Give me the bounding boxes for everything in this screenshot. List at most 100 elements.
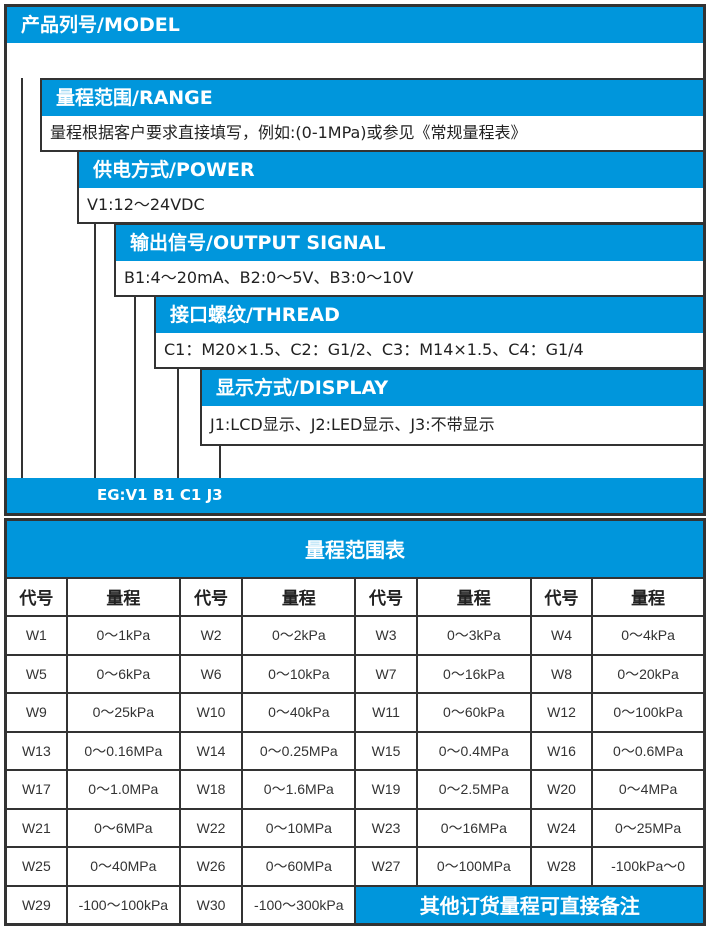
code-cell: W13 <box>4 730 68 771</box>
range-cell: 0～20kPa <box>591 653 706 694</box>
range-cell: 0～0.4MPa <box>415 730 532 771</box>
column-header: 量程 <box>65 576 181 617</box>
range-table-title: 量程范围表 <box>4 518 706 579</box>
table-row: W5 0～6kPa W6 0～10kPa W7 0～16kPa W8 0～20kPa <box>4 653 706 694</box>
power-header: 供电方式/POWER <box>79 152 703 188</box>
code-cell: W21 <box>4 807 68 848</box>
range-table: 量程范围表 代号 量程 代号 量程 代号 量程 代号 量程 W1 0～1kPa W2 0～2kPa W3… <box>4 518 706 926</box>
code-cell: W22 <box>178 807 244 848</box>
range-cell: 0～4kPa <box>591 615 706 656</box>
code-cell: W11 <box>354 692 418 733</box>
code-cell: W9 <box>4 692 68 733</box>
range-cell: 0～40kPa <box>241 692 357 733</box>
column-header: 代号 <box>178 576 244 617</box>
range-cell: 0～16MPa <box>415 807 532 848</box>
range-cell: 0～60MPa <box>241 846 357 887</box>
table-row: W29 -100～100kPa W30 -100～300kPa 其他订货量程可直接备注 <box>4 884 706 925</box>
connector-line <box>219 444 221 478</box>
range-cell: 0～100kPa <box>591 692 706 733</box>
code-cell: W29 <box>4 884 68 925</box>
table-row: W9 0～25kPa W10 0～40kPa W11 0～60kPa W12 0～100kPa <box>4 692 706 733</box>
range-cell: -100kPa～0 <box>591 846 706 887</box>
connector-line <box>177 368 179 478</box>
output-text: B1:4～20mA、B2:0～5V、B3:0～10V <box>124 268 414 287</box>
code-cell: W16 <box>529 730 594 771</box>
range-cell: 0～25kPa <box>65 692 181 733</box>
code-cell: W19 <box>354 769 418 810</box>
column-header: 代号 <box>354 576 418 617</box>
code-cell: W23 <box>354 807 418 848</box>
range-cell: 0～4MPa <box>591 769 706 810</box>
code-cell: W24 <box>529 807 594 848</box>
power-text: V1:12～24VDC <box>87 195 205 214</box>
code-cell: W2 <box>178 615 244 656</box>
code-cell: W1 <box>4 615 68 656</box>
model-header: 产品列号/MODEL <box>7 7 703 43</box>
example-bar: EG:V1 B1 C1 J3 <box>7 478 703 513</box>
connector-line <box>94 224 96 478</box>
range-cell: 0～10MPa <box>241 807 357 848</box>
range-cell: 0～0.25MPa <box>241 730 357 771</box>
range-cell: 0～6kPa <box>65 653 181 694</box>
table-row: W25 0～40MPa W26 0～60MPa W27 0～100MPa W28 -100kP… <box>4 846 706 887</box>
code-cell: W8 <box>529 653 594 694</box>
code-cell: W6 <box>178 653 244 694</box>
output-section: 输出信号/OUTPUT SIGNAL B1:4～20mA、B2:0～5V、B3:… <box>114 223 703 297</box>
table-row: W13 0～0.16MPa W14 0～0.25MPa W15 0～0.4MPa W16 0～… <box>4 730 706 771</box>
range-cell: -100～300kPa <box>241 884 357 925</box>
display-header: 显示方式/DISPLAY <box>202 370 703 406</box>
power-section: 供电方式/POWER V1:12～24VDC <box>77 150 703 224</box>
code-cell: W20 <box>529 769 594 810</box>
code-cell: W10 <box>178 692 244 733</box>
code-cell: W7 <box>354 653 418 694</box>
table-row: W1 0～1kPa W2 0～2kPa W3 0～3kPa W4 0～4kPa <box>4 615 706 656</box>
range-text: 量程根据客户要求直接填写，例如:(0-1MPa)或参见《常规量程表》 <box>50 123 527 142</box>
display-section: 显示方式/DISPLAY J1:LCD显示、J2:LED显示、J3:不带显示 <box>200 368 703 446</box>
range-cell: 0～6MPa <box>65 807 181 848</box>
range-cell: 0～60kPa <box>415 692 532 733</box>
output-header: 输出信号/OUTPUT SIGNAL <box>116 225 703 261</box>
column-header: 代号 <box>4 576 68 617</box>
range-cell: 0～1.6MPa <box>241 769 357 810</box>
thread-header: 接口螺纹/THREAD <box>156 297 703 333</box>
thread-section: 接口螺纹/THREAD C1：M20×1.5、C2：G1/2、C3：M14×1.… <box>154 295 703 369</box>
range-cell: 0～0.6MPa <box>591 730 706 771</box>
column-header: 代号 <box>529 576 594 617</box>
range-cell: 0～2.5MPa <box>415 769 532 810</box>
range-cell: 0～16kPa <box>415 653 532 694</box>
thread-text: C1：M20×1.5、C2：G1/2、C3：M14×1.5、C4：G1/4 <box>164 340 584 359</box>
code-cell: W27 <box>354 846 418 887</box>
code-cell: W18 <box>178 769 244 810</box>
range-cell: 0～100MPa <box>415 846 532 887</box>
column-header: 量程 <box>415 576 532 617</box>
code-cell: W12 <box>529 692 594 733</box>
range-cell: 0～10kPa <box>241 653 357 694</box>
code-cell: W14 <box>178 730 244 771</box>
code-cell: W26 <box>178 846 244 887</box>
range-cell: 0～3kPa <box>415 615 532 656</box>
code-cell: W15 <box>354 730 418 771</box>
range-section: 量程范围/RANGE 量程根据客户要求直接填写，例如:(0-1MPa)或参见《常… <box>40 78 703 152</box>
range-cell: -100～100kPa <box>65 884 181 925</box>
range-cell: 0～0.16MPa <box>65 730 181 771</box>
connector-line <box>21 78 23 478</box>
table-row: W21 0～6MPa W22 0～10MPa W23 0～16MPa W24 0～25MPa <box>4 807 706 848</box>
code-cell: W28 <box>529 846 594 887</box>
display-text: J1:LCD显示、J2:LED显示、J3:不带显示 <box>210 415 495 434</box>
column-header: 量程 <box>591 576 706 617</box>
range-cell: 0～1.0MPa <box>65 769 181 810</box>
range-cell: 0～1kPa <box>65 615 181 656</box>
connector-line <box>134 296 136 478</box>
code-cell: W17 <box>4 769 68 810</box>
code-cell: W25 <box>4 846 68 887</box>
column-header: 量程 <box>241 576 357 617</box>
order-note: 其他订货量程可直接备注 <box>354 884 706 925</box>
range-cell: 0～2kPa <box>241 615 357 656</box>
code-cell: W4 <box>529 615 594 656</box>
range-cell: 0～25MPa <box>591 807 706 848</box>
range-header: 量程范围/RANGE <box>42 80 703 116</box>
table-row: W17 0～1.0MPa W18 0～1.6MPa W19 0～2.5MPa W20 0～4M… <box>4 769 706 810</box>
code-cell: W30 <box>178 884 244 925</box>
code-cell: W3 <box>354 615 418 656</box>
range-cell: 0～40MPa <box>65 846 181 887</box>
